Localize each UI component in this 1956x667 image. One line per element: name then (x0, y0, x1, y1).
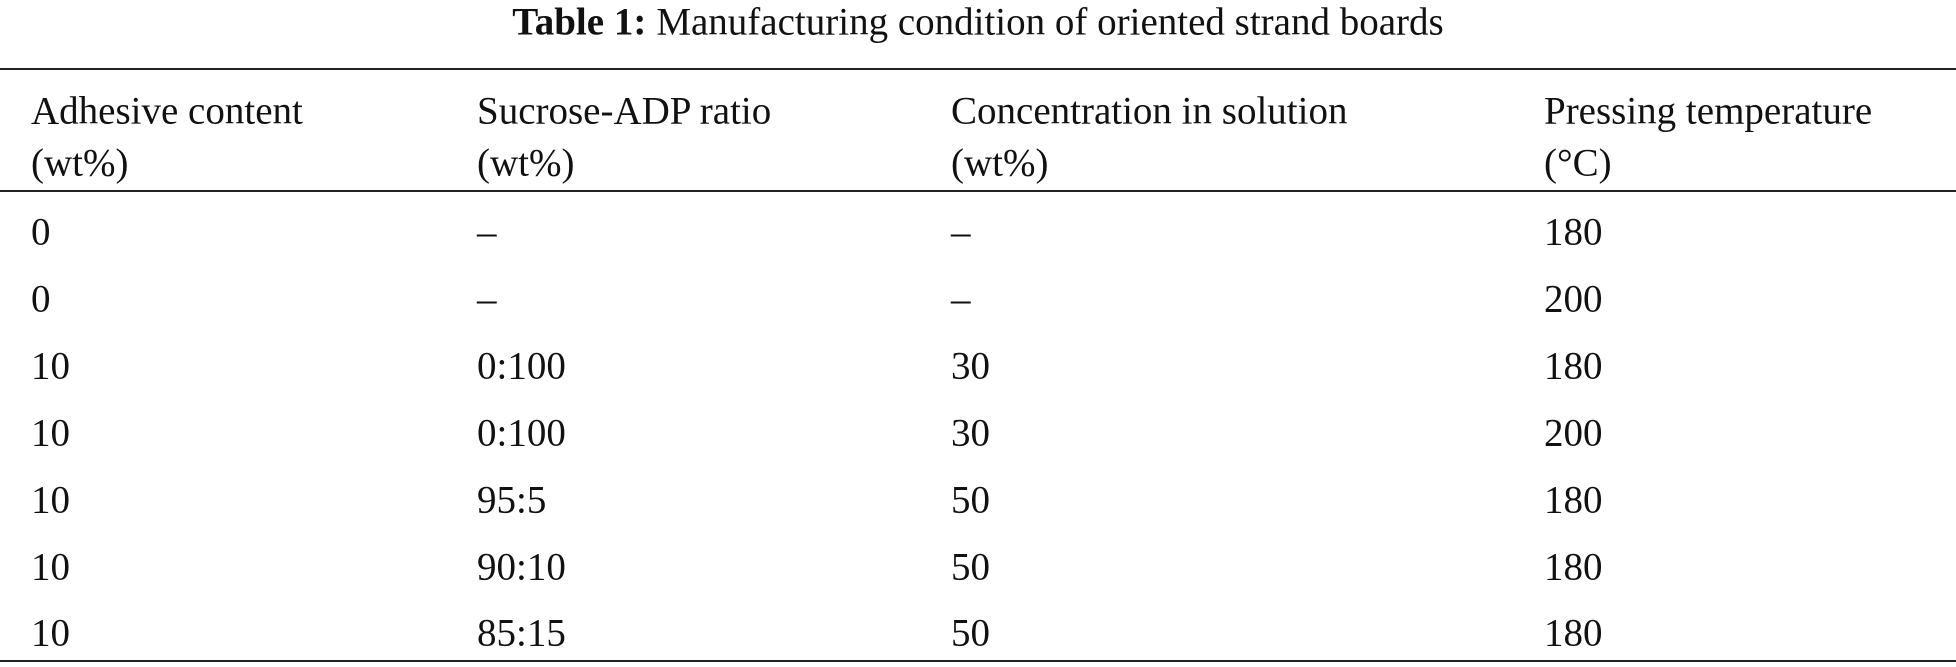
header-unit: (wt%) (951, 141, 1049, 185)
table-cell: – (951, 210, 971, 254)
table-cell: 10 (31, 411, 70, 455)
table-cell: 10 (31, 478, 70, 522)
table-cell: 90:10 (477, 545, 566, 588)
table-cell: 10 (31, 545, 70, 588)
table-cell: 10 (31, 344, 70, 388)
table-cell: 180 (1544, 611, 1603, 655)
table-cell: 30 (951, 411, 990, 455)
table-cell: 30 (951, 344, 990, 388)
table-cell: 180 (1544, 344, 1603, 388)
table-cell: 10 (31, 611, 70, 655)
table-cell: 50 (951, 545, 990, 588)
table-cell: 180 (1544, 545, 1603, 588)
top-rule (0, 68, 1956, 70)
table-cell: 0 (31, 277, 51, 321)
table-cell: 0 (31, 210, 51, 254)
header-name: Pressing temperature (1544, 89, 1873, 133)
header-name: Adhesive content (31, 89, 303, 133)
table-cell: 95:5 (477, 478, 547, 522)
header-rule (0, 190, 1956, 192)
header-name: Sucrose-ADP ratio (477, 89, 772, 133)
caption-label: Table 1: (512, 0, 647, 44)
header-unit: (wt%) (477, 141, 575, 185)
table-cell: – (477, 277, 497, 321)
header-unit: (wt%) (31, 141, 129, 185)
table-cell: 0:100 (477, 344, 566, 388)
table-cell: 200 (1544, 277, 1603, 321)
caption-title: Manufacturing condition of oriented stra… (656, 0, 1444, 44)
caption: Table 1: Manufacturing condition of orien… (0, 3, 1956, 42)
table-cell: – (477, 210, 497, 254)
table-cell: 180 (1544, 210, 1603, 254)
table-cell: 50 (951, 611, 990, 655)
bottom-rule (0, 660, 1956, 662)
table-cell: 0:100 (477, 411, 566, 455)
header-unit: (°C) (1544, 141, 1612, 185)
table-cell: 50 (951, 478, 990, 522)
table-cell: 85:15 (477, 611, 566, 655)
table-cell: – (951, 277, 971, 321)
header-name: Concentration in solution (951, 89, 1348, 133)
table-cell: 180 (1544, 478, 1603, 522)
table-cell: 200 (1544, 411, 1603, 455)
